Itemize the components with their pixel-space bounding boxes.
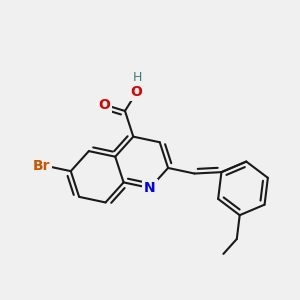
Text: N: N [144,181,156,195]
Text: O: O [131,85,142,99]
Text: Br: Br [33,159,50,173]
Text: H: H [133,71,142,84]
Text: O: O [98,98,110,112]
